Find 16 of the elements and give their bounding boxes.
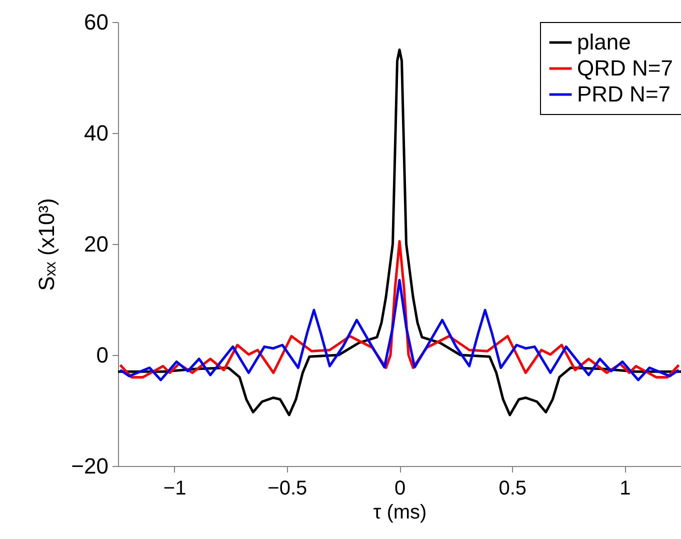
line-series	[119, 278, 680, 382]
x-axis-title: τ (ms)	[373, 502, 427, 524]
x-tick-label: 0.5	[498, 478, 527, 500]
y-tick-label: 20	[84, 232, 108, 256]
legend-label: PRD N=7	[577, 82, 671, 106]
x-tick-label: −1	[163, 478, 186, 500]
y-axis-title: Sₓₓ (x10³)	[34, 198, 60, 291]
x-tick-label: 0	[394, 478, 406, 500]
y-tick-label: 0	[96, 342, 108, 368]
y-tick-label: −20	[71, 454, 108, 478]
x-tick-label: 1	[620, 478, 631, 500]
y-tick-label: 40	[84, 120, 108, 146]
x-tick-label: −0.5	[268, 478, 308, 500]
legend-label: plane	[577, 30, 631, 54]
y-tick-label: 60	[84, 10, 108, 34]
legend-label: QRD N=7	[577, 56, 673, 80]
